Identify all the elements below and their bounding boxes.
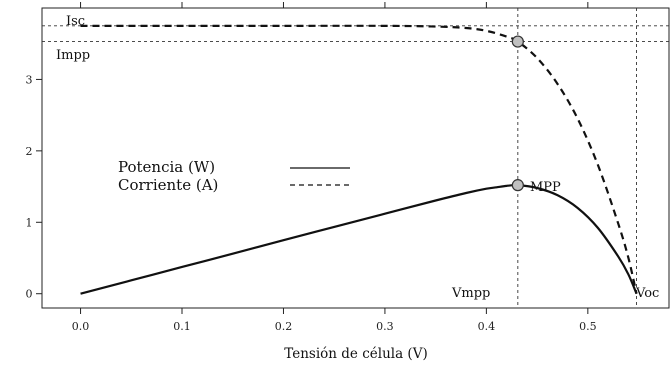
- legend-label-potencia: Potencia (W): [118, 158, 215, 176]
- legend: Potencia (W) Corriente (A): [118, 158, 350, 194]
- y-tick-label: 3: [26, 73, 33, 86]
- legend-label-corriente: Corriente (A): [118, 176, 218, 194]
- x-tick-label: 0.4: [478, 320, 496, 333]
- voc-label: Voc: [635, 286, 659, 301]
- impp-label: Impp: [56, 48, 90, 63]
- x-tick-label: 0.3: [376, 320, 394, 333]
- x-axis-ticks: 0.0 0.1 0.2 0.3 0.4 0.5: [72, 2, 597, 333]
- impp-point: [511, 35, 524, 48]
- y-tick-label: 1: [26, 216, 33, 229]
- x-tick-label: 0.5: [579, 320, 597, 333]
- mpp-label: MPP: [530, 180, 561, 195]
- x-tick-label: 0.2: [275, 320, 293, 333]
- y-tick-label: 0: [26, 288, 33, 301]
- y-axis-ticks: 0 1 2 3: [26, 73, 42, 301]
- x-tick-label: 0.1: [173, 320, 191, 333]
- points-group: [511, 35, 524, 192]
- series-group: [80, 24, 638, 295]
- plot-frame: [41, 7, 670, 309]
- vmpp-label: Vmpp: [451, 286, 490, 301]
- mpp-point: [511, 179, 524, 192]
- x-tick-label: 0.0: [72, 320, 90, 333]
- series-potencia-line: [80, 183, 638, 295]
- x-axis-title: Tensión de célula (V): [284, 346, 427, 362]
- y-tick-label: 2: [26, 145, 33, 158]
- isc-label: Isc: [66, 14, 85, 29]
